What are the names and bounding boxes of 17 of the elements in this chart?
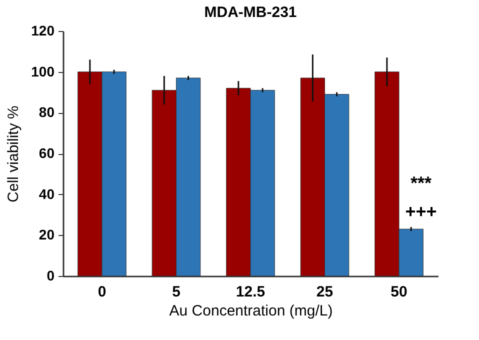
x-tick-label: 25: [316, 284, 334, 300]
y-tick-label: 120: [31, 22, 55, 38]
x-axis-title: Au Concentration (mg/L): [169, 302, 333, 320]
x-tick-label: 50: [390, 284, 408, 300]
x-tick-label: 5: [172, 284, 180, 300]
y-tick-label: 60: [38, 145, 55, 161]
y-tick-label: 0: [46, 268, 55, 284]
x-tick-label: 12.5: [236, 284, 266, 300]
y-tick-label: 20: [38, 226, 55, 243]
y-tick-label: 40: [38, 186, 55, 202]
y-tick-label: 80: [38, 104, 55, 120]
annotation: ***: [410, 173, 432, 194]
x-tick-label: 0: [98, 284, 106, 300]
y-tick-label: 100: [31, 63, 55, 80]
chart-title: MDA-MB-231: [204, 4, 297, 21]
annotation: +++: [405, 202, 437, 222]
y-axis-title: Cell viability %: [5, 106, 22, 202]
